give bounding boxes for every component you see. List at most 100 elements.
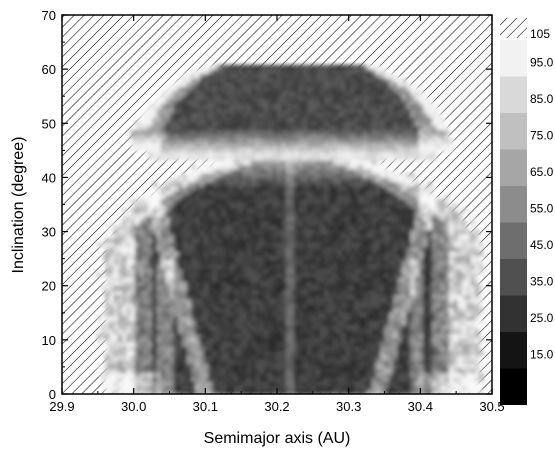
heatmap-cell (345, 381, 351, 386)
heatmap-cell (238, 385, 244, 391)
heatmap-cell (393, 90, 398, 96)
heatmap-cell (320, 333, 325, 339)
heatmap-cell (203, 177, 209, 183)
heatmap-cell (367, 125, 373, 131)
heatmap-cell (152, 103, 158, 109)
heatmap-cell (259, 125, 265, 131)
heatmap-cell (191, 385, 196, 391)
heatmap-cell (371, 285, 377, 291)
heatmap-cell (294, 389, 300, 394)
heatmap-cell (341, 121, 347, 127)
heatmap-cell (113, 277, 119, 282)
heatmap-cell (130, 385, 136, 391)
heatmap-cell (225, 242, 231, 248)
heatmap-cell (302, 251, 308, 256)
heatmap-cell (289, 190, 295, 196)
heatmap-cell (406, 355, 411, 360)
heatmap-cell (285, 285, 291, 291)
heatmap-cell (302, 255, 308, 261)
heatmap-cell (384, 190, 390, 196)
heatmap-cell (109, 368, 115, 373)
heatmap-cell (156, 337, 162, 343)
heatmap-cell (320, 268, 325, 274)
heatmap-cell (397, 212, 403, 218)
heatmap-cell (406, 285, 411, 291)
heatmap-cell (298, 363, 304, 369)
heatmap-cell (272, 99, 278, 105)
heatmap-cell (259, 177, 265, 183)
heatmap-cell (380, 86, 386, 92)
heatmap-cell (113, 376, 119, 382)
heatmap-cell (363, 372, 368, 378)
heatmap-cell (212, 86, 218, 92)
heatmap-cell (406, 116, 411, 122)
heatmap-cell (195, 285, 201, 291)
heatmap-cell (195, 311, 201, 317)
heatmap-cell (264, 220, 269, 226)
heatmap-cell (186, 199, 192, 205)
heatmap-cell (225, 272, 231, 278)
heatmap-cell (363, 311, 368, 317)
heatmap-cell (320, 155, 325, 161)
heatmap-cell (148, 121, 153, 127)
heatmap-cell (337, 82, 343, 88)
heatmap-cell (139, 255, 145, 261)
heatmap-cell (324, 142, 330, 148)
heatmap-cell (294, 329, 300, 334)
heatmap-cell (221, 246, 226, 252)
heatmap-cell (328, 246, 334, 252)
heatmap-cell (109, 333, 115, 339)
heatmap-cell (186, 242, 192, 248)
heatmap-cell (259, 238, 265, 243)
heatmap-cell (242, 329, 248, 334)
heatmap-cell (268, 298, 274, 304)
heatmap-cell (345, 64, 351, 70)
heatmap-cell (208, 199, 214, 205)
heatmap-cell (311, 69, 317, 75)
heatmap-cell (156, 246, 162, 252)
heatmap-cell (199, 311, 205, 317)
heatmap-cell (393, 368, 398, 373)
heatmap-cell (113, 350, 119, 356)
heatmap-cell (358, 316, 364, 321)
heatmap-cell (375, 181, 381, 187)
heatmap-cell (143, 116, 149, 122)
heatmap-cell (354, 368, 360, 373)
heatmap-cell (259, 268, 265, 274)
heatmap-cell (105, 342, 110, 347)
heatmap-cell (122, 363, 128, 369)
heatmap-cell (367, 177, 373, 183)
heatmap-cell (178, 216, 183, 222)
heatmap-cell (289, 82, 295, 88)
heatmap-cell (406, 376, 411, 382)
heatmap-cell (143, 311, 149, 317)
heatmap-cell (160, 155, 166, 161)
heatmap-cell (264, 168, 269, 174)
heatmap-cell (315, 255, 321, 261)
heatmap-cell (311, 90, 317, 96)
heatmap-cell (315, 155, 321, 161)
heatmap-cell (281, 121, 287, 127)
heatmap-cell (289, 121, 295, 127)
heatmap-cell (160, 272, 166, 278)
heatmap-cell (195, 298, 201, 304)
heatmap-cell (246, 233, 252, 239)
heatmap-cell (388, 216, 394, 222)
heatmap-cell (384, 155, 390, 161)
heatmap-cell (272, 268, 278, 274)
heatmap-cell (113, 372, 119, 378)
heatmap-cell (337, 363, 343, 369)
heatmap-cell (173, 294, 179, 300)
heatmap-cell (251, 246, 257, 252)
heatmap-cell (367, 69, 373, 75)
heatmap-cell (195, 225, 201, 230)
heatmap-cell (406, 320, 411, 326)
heatmap-cell (234, 199, 239, 205)
heatmap-cell (165, 359, 171, 365)
heatmap-cell (191, 233, 196, 239)
heatmap-cell (388, 112, 394, 118)
heatmap-cell (277, 303, 282, 308)
heatmap-cell (152, 298, 158, 304)
heatmap-cell (332, 142, 338, 148)
heatmap-cell (186, 342, 192, 347)
